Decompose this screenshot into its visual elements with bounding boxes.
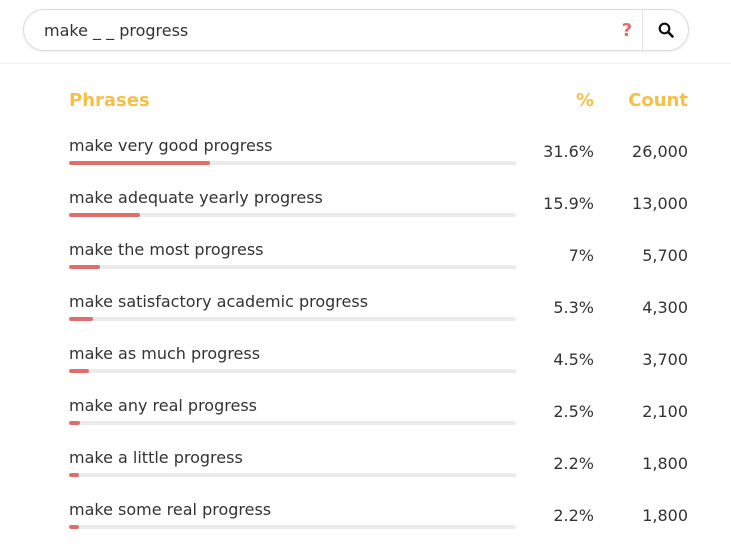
frequency-bar-fill [69, 213, 141, 217]
result-row[interactable]: make some real progress 2.2% 1,800 [0, 494, 731, 546]
help-icon[interactable]: ? [621, 19, 633, 41]
search-icon [658, 22, 674, 38]
frequency-bar-fill [69, 161, 211, 165]
header-phrases: Phrases [69, 90, 150, 111]
result-row[interactable]: make satisfactory academic progress 5.3% 4… [0, 286, 731, 338]
frequency-bar-track [69, 525, 516, 529]
frequency-bar-track [69, 265, 516, 269]
result-row[interactable]: make adequate yearly progress 15.9% 13,000 [0, 182, 731, 234]
frequency-bar-track [69, 473, 516, 477]
count-value: 3,700 [642, 350, 688, 369]
search-button[interactable] [643, 10, 689, 50]
phrase-link[interactable]: make any real progress [69, 396, 257, 415]
phrase-link[interactable]: make satisfactory academic progress [69, 292, 369, 311]
count-value: 5,700 [642, 246, 688, 265]
phrase-link[interactable]: make adequate yearly progress [69, 188, 323, 207]
result-row[interactable]: make very good progress 31.6% 26,000 [0, 130, 731, 182]
frequency-bar-fill [69, 317, 93, 321]
search-input[interactable] [44, 10, 584, 50]
percent-value: 2.2% [553, 454, 594, 473]
frequency-bar-track [69, 161, 516, 165]
result-row[interactable]: make any real progress 2.5% 2,100 [0, 390, 731, 442]
frequency-bar-track [69, 369, 516, 373]
count-value: 13,000 [632, 194, 688, 213]
count-value: 4,300 [642, 298, 688, 317]
count-value: 1,800 [642, 454, 688, 473]
frequency-bar-fill [69, 369, 90, 373]
percent-value: 2.2% [553, 506, 594, 525]
phrase-link[interactable]: make the most progress [69, 240, 264, 259]
frequency-bar-track [69, 317, 516, 321]
frequency-bar-fill [69, 421, 81, 425]
header-count: Count [628, 90, 688, 111]
count-value: 1,800 [642, 506, 688, 525]
percent-value: 7% [568, 246, 594, 265]
results-list: make very good progress 31.6% 26,000 make a… [0, 130, 731, 546]
percent-value: 15.9% [543, 194, 594, 213]
result-row[interactable]: make a little progress 2.2% 1,800 [0, 442, 731, 494]
frequency-bar-fill [69, 265, 101, 269]
frequency-bar-track [69, 421, 516, 425]
count-value: 26,000 [632, 142, 688, 161]
count-value: 2,100 [642, 402, 688, 421]
phrase-link[interactable]: make a little progress [69, 448, 243, 467]
frequency-bar-track [69, 213, 516, 217]
phrase-link[interactable]: make some real progress [69, 500, 272, 519]
search-divider [642, 10, 643, 50]
result-row[interactable]: make as much progress 4.5% 3,700 [0, 338, 731, 390]
frequency-bar-fill [69, 473, 79, 477]
frequency-bar-fill [69, 525, 79, 529]
percent-value: 5.3% [553, 298, 594, 317]
header-percent: % [575, 90, 594, 111]
header-divider [0, 63, 731, 64]
percent-value: 4.5% [553, 350, 594, 369]
phrase-link[interactable]: make as much progress [69, 344, 261, 363]
results-header: Phrases % Count [0, 90, 731, 116]
search-bar: ? [23, 9, 689, 51]
result-row[interactable]: make the most progress 7% 5,700 [0, 234, 731, 286]
percent-value: 2.5% [553, 402, 594, 421]
percent-value: 31.6% [543, 142, 594, 161]
phrase-link[interactable]: make very good progress [69, 136, 273, 155]
